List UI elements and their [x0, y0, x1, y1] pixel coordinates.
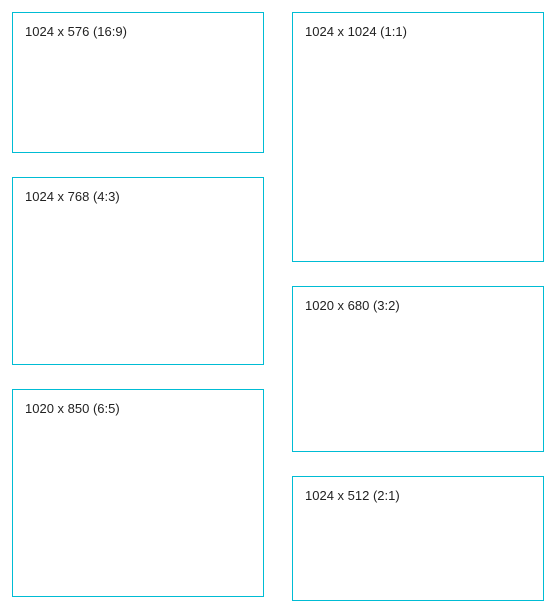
aspect-label: 1024 x 512 (2:1)	[305, 488, 400, 503]
aspect-ratio-grid: 1024 x 576 (16:9) 1024 x 768 (4:3) 1020 …	[12, 12, 544, 601]
aspect-label: 1024 x 576 (16:9)	[25, 24, 127, 39]
aspect-box-6-5: 1020 x 850 (6:5)	[12, 389, 264, 597]
left-column: 1024 x 576 (16:9) 1024 x 768 (4:3) 1020 …	[12, 12, 264, 601]
aspect-box-2-1: 1024 x 512 (2:1)	[292, 476, 544, 601]
aspect-box-1-1: 1024 x 1024 (1:1)	[292, 12, 544, 262]
aspect-label: 1024 x 768 (4:3)	[25, 189, 120, 204]
aspect-box-16-9: 1024 x 576 (16:9)	[12, 12, 264, 153]
aspect-box-4-3: 1024 x 768 (4:3)	[12, 177, 264, 365]
right-column: 1024 x 1024 (1:1) 1020 x 680 (3:2) 1024 …	[292, 12, 544, 601]
aspect-label: 1020 x 850 (6:5)	[25, 401, 120, 416]
aspect-label: 1024 x 1024 (1:1)	[305, 24, 407, 39]
aspect-box-3-2: 1020 x 680 (3:2)	[292, 286, 544, 452]
aspect-label: 1020 x 680 (3:2)	[305, 298, 400, 313]
